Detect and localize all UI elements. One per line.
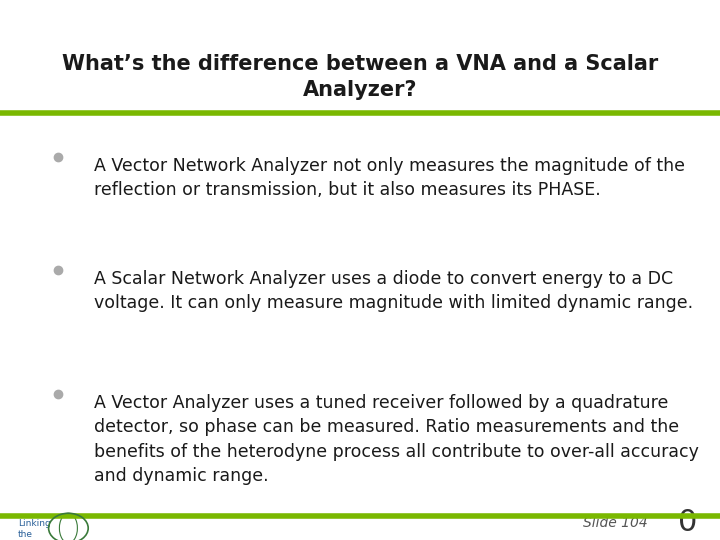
Text: 0: 0 (678, 508, 697, 537)
Text: A Vector Analyzer uses a tuned receiver followed by a quadrature detector, so ph: A Vector Analyzer uses a tuned receiver … (94, 394, 698, 485)
Text: A Scalar Network Analyzer uses a diode to convert energy to a DC voltage. It can: A Scalar Network Analyzer uses a diode t… (94, 270, 693, 312)
Text: A Vector Network Analyzer not only measures the magnitude of the reflection or t: A Vector Network Analyzer not only measu… (94, 157, 685, 199)
Text: What’s the difference between a VNA and a Scalar
Analyzer?: What’s the difference between a VNA and … (62, 54, 658, 100)
Text: Linking
the
World: Linking the World (18, 519, 50, 540)
Text: Slide 104: Slide 104 (583, 516, 648, 530)
